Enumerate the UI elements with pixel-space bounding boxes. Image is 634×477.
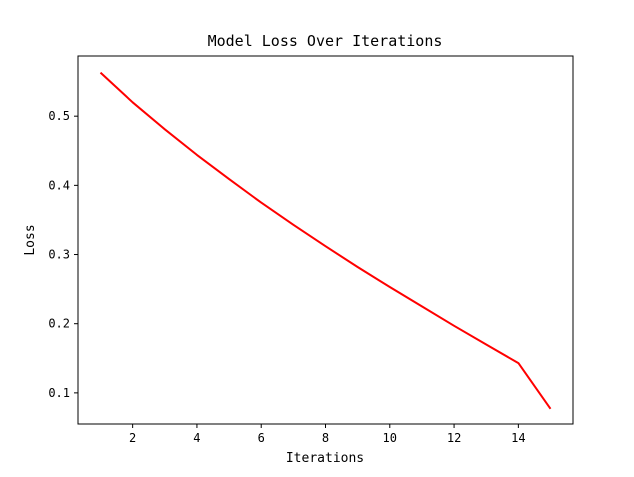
chart-title: Model Loss Over Iterations	[208, 32, 443, 50]
y-tick-label: 0.3	[48, 248, 70, 262]
y-axis-label: Loss	[23, 224, 38, 255]
y-axis-ticks: 0.1 0.2 0.3 0.4 0.5	[48, 109, 78, 400]
x-axis-ticks: 2 4 6 8 10 12 14	[129, 424, 526, 445]
series-line	[99, 71, 552, 410]
y-tick-label: 0.4	[48, 178, 70, 192]
y-tick-label: 0.5	[48, 109, 70, 123]
series-layer	[99, 71, 552, 410]
y-tick-label: 0.2	[48, 317, 70, 331]
x-tick-label: 12	[447, 431, 461, 445]
x-tick-label: 8	[322, 431, 329, 445]
x-tick-label: 10	[383, 431, 397, 445]
x-tick-label: 2	[129, 431, 136, 445]
x-axis-label: Iterations	[286, 451, 364, 466]
x-tick-label: 14	[511, 431, 525, 445]
x-tick-label: 6	[258, 431, 265, 445]
y-tick-label: 0.1	[48, 386, 70, 400]
x-tick-label: 4	[193, 431, 200, 445]
plot-frame	[77, 55, 574, 425]
